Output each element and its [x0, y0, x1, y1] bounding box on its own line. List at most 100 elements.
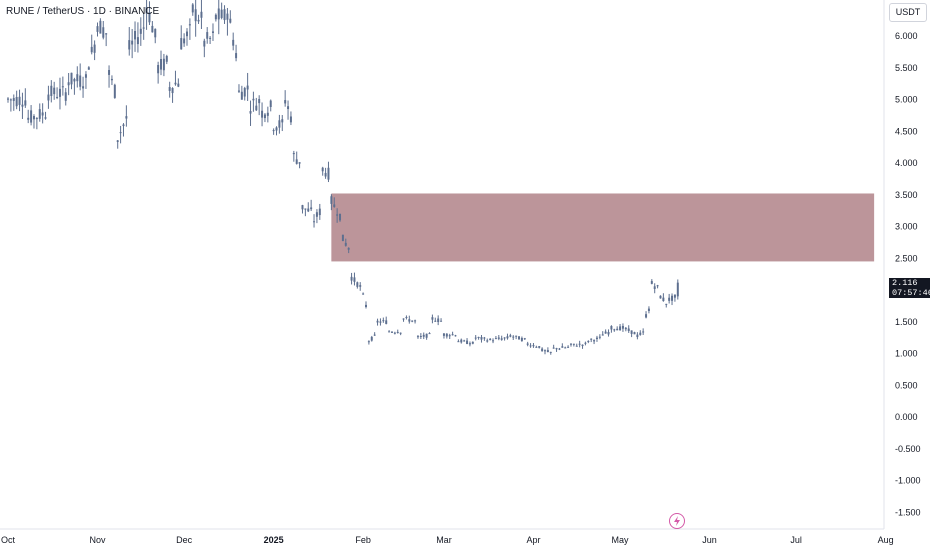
candle-body [526, 343, 529, 345]
candle-body [220, 9, 223, 18]
candle-body [87, 67, 90, 70]
candle-body [587, 340, 590, 342]
candle-body [532, 345, 535, 347]
price-axis-label: 3.500 [895, 190, 918, 200]
candle-body [647, 308, 650, 311]
candle-body [84, 74, 87, 78]
candle-body [145, 6, 148, 14]
candle-body [558, 348, 561, 350]
candle-body [232, 39, 235, 46]
candle-body [53, 87, 56, 95]
candle-body [56, 96, 59, 98]
candle-body [27, 117, 30, 120]
candle-body [255, 105, 258, 111]
candle-body [324, 172, 327, 177]
candle-body [315, 212, 318, 217]
candle-body [12, 98, 15, 101]
candle-body [353, 277, 356, 282]
candle-body [437, 318, 440, 323]
candle-body [64, 92, 67, 101]
candle-body [9, 99, 12, 101]
candle-body [650, 281, 653, 284]
candle-body [174, 82, 177, 85]
candle-body [295, 159, 298, 164]
price-axis-label: -1.000 [895, 476, 921, 486]
supply-zone-layer [331, 193, 875, 262]
candle-body [301, 205, 304, 210]
candle-body [673, 294, 676, 298]
candle-body [310, 207, 313, 210]
candle-body [252, 98, 255, 101]
candle-body [304, 208, 307, 210]
candle-body [382, 320, 385, 322]
candle-body [474, 337, 477, 339]
candle-body [21, 104, 24, 107]
candle-body [292, 153, 295, 155]
candle-body [463, 340, 466, 342]
candle-body [281, 119, 284, 123]
candle-body [240, 91, 243, 100]
candle-body [93, 44, 96, 53]
candle-body [604, 331, 607, 334]
supply-zone [331, 193, 875, 262]
candle-body [544, 350, 546, 352]
candle-body [229, 18, 232, 23]
candle-body [165, 56, 168, 62]
candle-body [659, 295, 662, 299]
candle-body [656, 285, 659, 287]
last-price-tag: 2.116 07:57:46 [889, 278, 932, 298]
candle-body [307, 208, 310, 212]
candle-body [425, 333, 428, 338]
price-axis-label: 2.500 [895, 253, 918, 263]
candle-body [214, 14, 217, 20]
candle-body [191, 4, 194, 13]
candle-body [223, 9, 226, 21]
candle-body [627, 328, 630, 331]
candle-body [593, 340, 596, 342]
candle-body [180, 38, 183, 50]
symbol-title[interactable]: RUNE / TetherUS · 1D · BINANCE [6, 6, 160, 17]
candle-body [266, 112, 269, 116]
candle-body [486, 340, 489, 342]
candle-body [171, 88, 174, 94]
candle-body [76, 74, 79, 82]
candle-body [321, 167, 324, 172]
candle-body [284, 100, 287, 104]
candle-body [445, 333, 448, 337]
time-axis-label: May [612, 535, 630, 545]
candle-body [624, 327, 627, 330]
candle-body [451, 334, 454, 336]
candle-body [263, 114, 266, 119]
candle-body [350, 276, 353, 281]
candle-body [365, 304, 367, 308]
candle-body [440, 320, 443, 322]
candle-body [489, 338, 492, 341]
candle-body [327, 167, 330, 180]
candle-body [235, 53, 238, 59]
candle-body [157, 64, 160, 74]
candle-body [211, 31, 214, 33]
candle-body [668, 297, 671, 301]
candle-body [460, 339, 463, 343]
candle-body [90, 46, 93, 53]
lightning-bolt-icon[interactable] [669, 513, 685, 529]
candle-body [226, 13, 229, 20]
candle-body [341, 234, 344, 242]
candle-body [217, 8, 220, 20]
candle-body [483, 337, 486, 339]
price-axis-label: 6.000 [895, 31, 918, 41]
currency-badge[interactable]: USDT [889, 3, 927, 22]
candle-body [676, 282, 679, 297]
candle-body [79, 75, 82, 87]
time-axis[interactable]: Oct Nov Dec 2025 Feb Mar Apr May Jun Jul Aug [1, 535, 894, 545]
candle-body [258, 99, 261, 104]
candle-body [131, 40, 134, 45]
candle-body [136, 37, 139, 45]
candle-body [32, 116, 35, 120]
candle-body [73, 79, 76, 82]
candle-body [113, 84, 116, 98]
candle-body [671, 295, 674, 301]
candle-body [261, 110, 264, 118]
candle-body [633, 332, 636, 335]
